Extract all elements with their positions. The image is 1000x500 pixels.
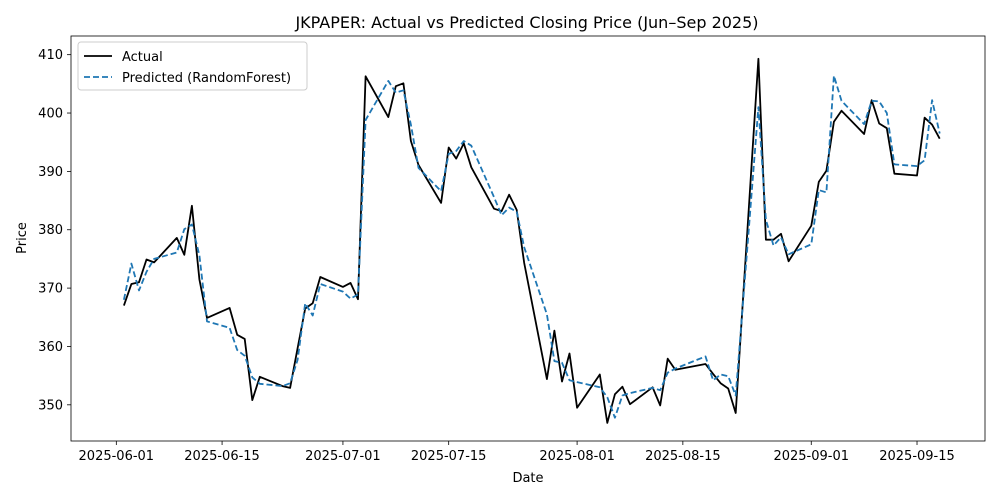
x-tick-label: 2025-09-01: [773, 449, 849, 464]
y-tick-label: 360: [38, 340, 63, 355]
legend: Actual Predicted (RandomForest): [77, 41, 308, 91]
series-line-predicted: [123, 74, 941, 419]
legend-label-predicted: Predicted (RandomForest): [122, 71, 291, 86]
y-tick-label: 410: [38, 48, 63, 63]
legend-box: [77, 41, 308, 91]
y-axis-label: Price: [15, 222, 30, 254]
y-tick-label: 370: [38, 282, 63, 297]
x-tick-label: 2025-06-01: [79, 449, 155, 464]
x-tick-label: 2025-06-15: [184, 449, 260, 464]
x-axis-label: Date: [512, 471, 543, 486]
y-tick-label: 380: [38, 223, 63, 238]
series-layer: [123, 57, 941, 424]
series-line-actual: [123, 57, 941, 424]
legend-label-actual: Actual: [122, 50, 163, 65]
plot-frame: [70, 35, 986, 442]
x-tick-label: 2025-08-15: [645, 449, 721, 464]
x-tick-label: 2025-08-01: [539, 449, 615, 464]
x-tick-label: 2025-07-15: [411, 449, 487, 464]
x-axis: 2025-06-01 2025-06-15 2025-07-01 2025-07-15…: [79, 441, 955, 464]
y-tick-label: 400: [38, 107, 63, 122]
chart-title: JKPAPER: Actual vs Predicted Closing Pri…: [294, 13, 758, 32]
y-tick-label: 350: [38, 398, 63, 413]
y-axis: 350 360 370 380 390 400 410: [38, 48, 71, 413]
x-tick-label: 2025-09-15: [879, 449, 955, 464]
y-tick-label: 390: [38, 165, 63, 180]
x-tick-label: 2025-07-01: [305, 449, 381, 464]
plot-area: [70, 35, 986, 442]
